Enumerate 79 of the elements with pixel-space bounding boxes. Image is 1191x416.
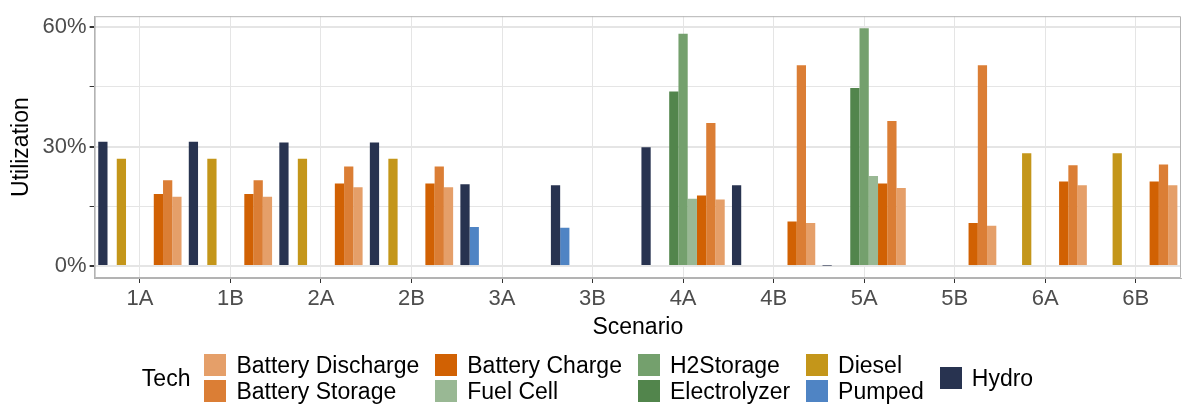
bar [425, 183, 435, 266]
bar [1022, 153, 1032, 266]
bar [1112, 153, 1122, 266]
bar [253, 180, 263, 266]
bar [1158, 164, 1169, 266]
bar [696, 195, 707, 266]
bar [968, 223, 978, 266]
legend-label: Pumped [838, 377, 924, 405]
bar [279, 142, 289, 266]
bar [887, 121, 897, 266]
bar [244, 193, 254, 266]
legend-label: Battery Discharge [236, 351, 420, 379]
bar [868, 175, 879, 266]
x-tick-label: 2A [307, 285, 335, 311]
legend-label: H2Storage [669, 351, 780, 379]
bar [987, 225, 997, 266]
bar [977, 65, 988, 266]
legend-label: Diesel [838, 351, 903, 379]
bar [1059, 181, 1069, 266]
x-axis-title: Scenario [592, 312, 684, 339]
bar [1068, 165, 1078, 266]
x-tick-label: 5A [850, 285, 878, 311]
bar [344, 166, 354, 266]
x-tick-label: 2B [398, 285, 425, 311]
bar [172, 196, 182, 266]
bar [334, 183, 345, 266]
bar [715, 199, 725, 266]
bar [1168, 185, 1178, 266]
bar [878, 183, 888, 266]
bar [687, 198, 697, 266]
bar [369, 142, 380, 266]
bar [641, 147, 651, 266]
bar [353, 187, 363, 266]
bar [153, 193, 164, 266]
bar [297, 158, 308, 266]
y-tick-label: 30% [42, 132, 87, 158]
bar [1149, 181, 1159, 266]
bar [116, 158, 127, 266]
legend-label: Electrolyzer [669, 377, 791, 405]
legend-label: Fuel Cell [467, 377, 558, 405]
bar [163, 180, 173, 266]
x-tick-label: 4B [760, 285, 788, 311]
x-tick-label: 4A [669, 285, 697, 311]
x-tick-label: 1A [126, 285, 154, 311]
bar [706, 122, 716, 266]
bar [188, 141, 199, 266]
bar [669, 91, 679, 266]
legend-title: Tech [141, 364, 191, 392]
bar [550, 185, 561, 266]
bar [896, 187, 906, 266]
y-tick-label: 60% [42, 13, 87, 39]
legend-label: Battery Charge [467, 351, 622, 379]
legend-label: Battery Storage [236, 377, 397, 405]
x-tick-label: 6B [1122, 285, 1150, 311]
y-tick-label: 0% [54, 252, 87, 278]
bar [850, 87, 860, 266]
bar [460, 184, 470, 266]
bar [678, 33, 688, 266]
bar [388, 158, 398, 266]
bar [1077, 185, 1087, 266]
bar [787, 221, 797, 266]
bar [262, 196, 273, 266]
bar [859, 28, 869, 266]
bar [796, 65, 806, 266]
x-tick-label: 6A [1031, 285, 1059, 311]
x-tick-label: 3B [579, 285, 607, 311]
legend-label: Hydro [971, 364, 1034, 392]
bar [731, 185, 742, 266]
bar [207, 158, 217, 266]
x-tick-label: 5B [941, 285, 969, 311]
x-tick-label: 3A [488, 285, 516, 311]
bar [560, 227, 570, 266]
bar [98, 141, 108, 266]
bar [443, 187, 454, 266]
bar [469, 227, 479, 266]
bar [806, 223, 816, 266]
x-tick-label: 1B [216, 285, 244, 311]
bar [434, 166, 444, 266]
y-axis-title: Utilization [7, 97, 34, 197]
